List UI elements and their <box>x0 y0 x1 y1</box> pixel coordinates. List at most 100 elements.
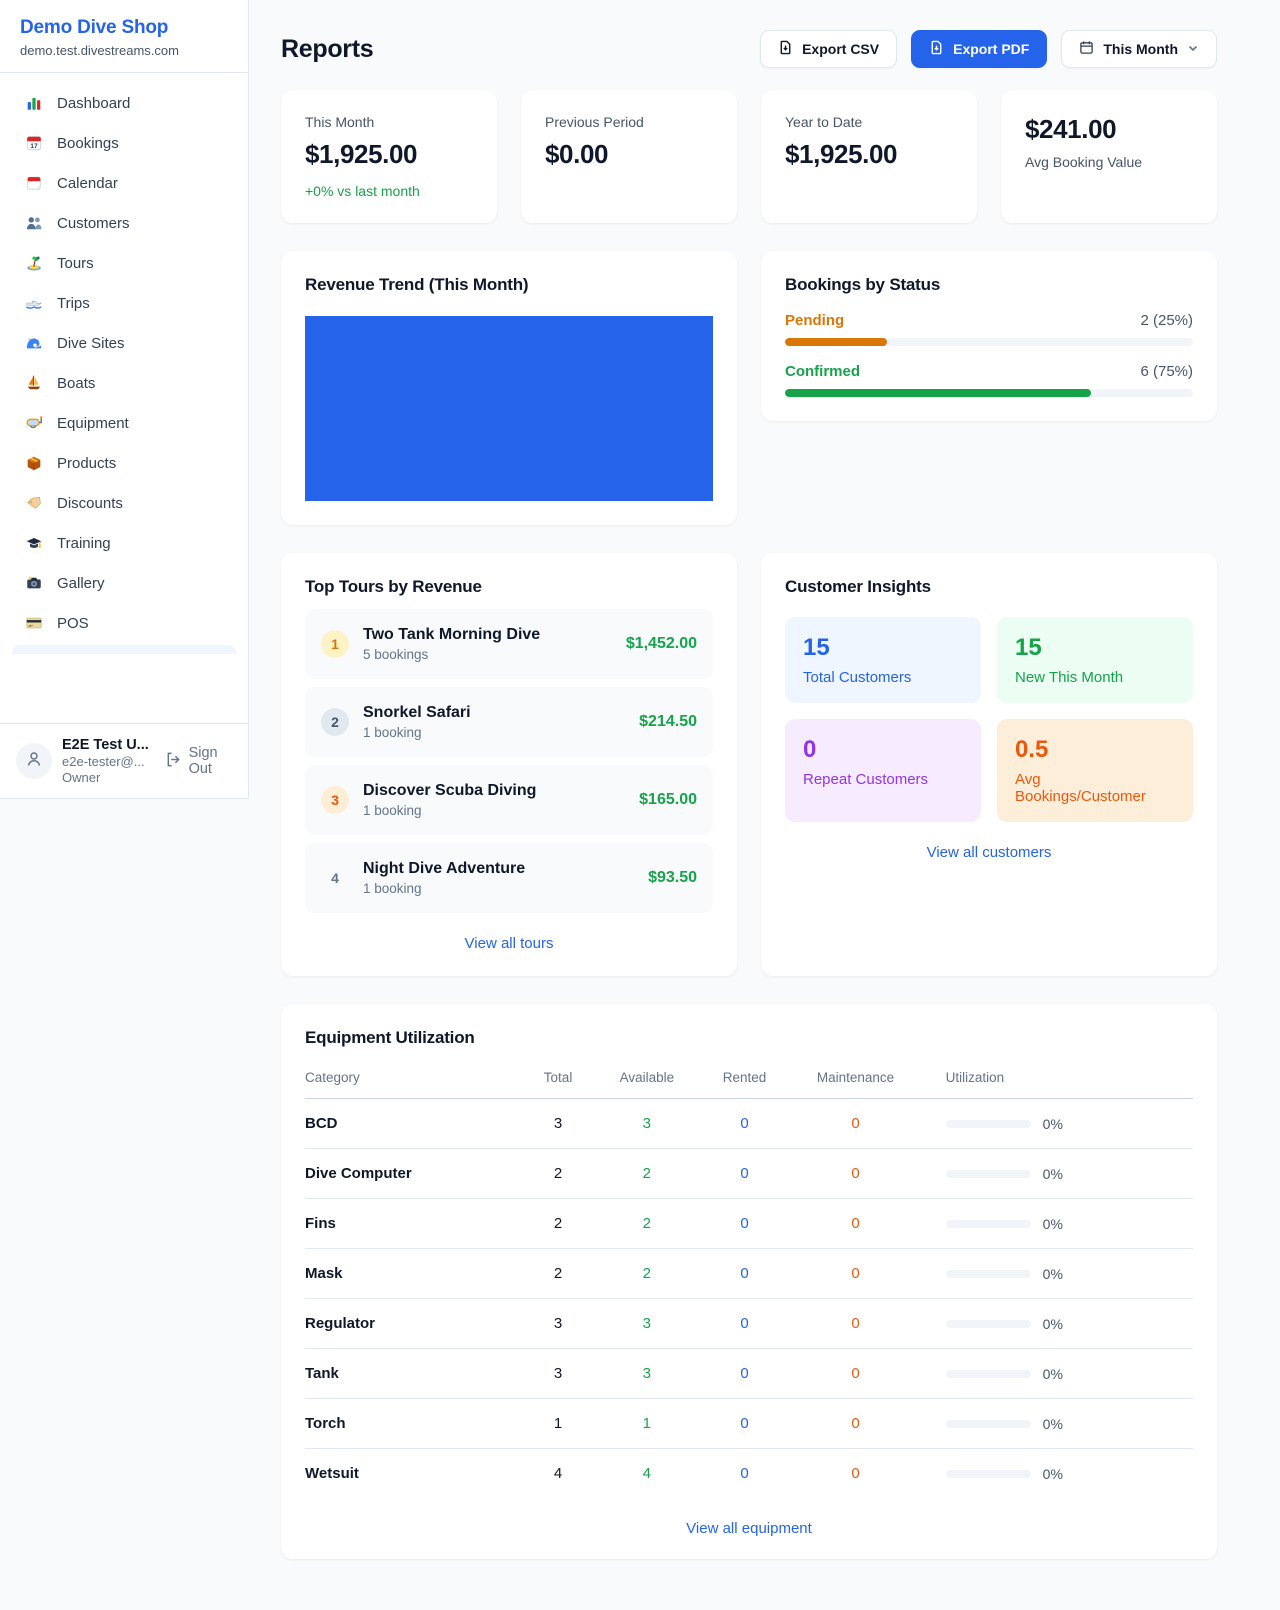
view-all-tours-link[interactable]: View all tours <box>464 935 554 952</box>
cell-available: 1 <box>598 1398 696 1449</box>
sidebar-item-products[interactable]: Products <box>12 443 236 483</box>
tour-bookings: 1 booking <box>363 803 422 818</box>
table-row: Fins 2 2 0 0 0% <box>305 1198 1193 1249</box>
tour-bookings: 5 bookings <box>363 647 429 662</box>
stats-row: This Month $1,925.00 +0% vs last month P… <box>281 90 1217 223</box>
sidebar-item-boats[interactable]: Boats <box>12 363 236 403</box>
sign-out-button[interactable]: Sign Out <box>165 745 232 777</box>
stat-card-year-to-date: Year to Date $1,925.00 <box>761 90 977 223</box>
insight-label: New This Month <box>1015 669 1124 686</box>
user-role: Owner <box>62 770 101 785</box>
sidebar-item-label: Tours <box>57 254 94 272</box>
tour-list: 1 Two Tank Morning Dive 5 bookings $1,45… <box>305 609 713 913</box>
stat-value: $0.00 <box>545 139 609 169</box>
sidebar-item-trips[interactable]: Trips <box>12 283 236 323</box>
cell-maintenance: 0 <box>793 1248 918 1299</box>
calendar-icon <box>1079 40 1094 58</box>
graduation-cap-icon <box>24 533 44 553</box>
cell-total: 1 <box>518 1398 599 1449</box>
utilization-bar <box>945 1219 1031 1228</box>
shop-domain: demo.test.divestreams.com <box>20 43 179 58</box>
sidebar-item-pos[interactable]: POS <box>12 603 236 643</box>
sidebar-item-label: Products <box>57 454 117 472</box>
user-email: e2e-tester@... <box>62 754 145 769</box>
export-csv-button[interactable]: Export CSV <box>760 30 898 68</box>
period-label: This Month <box>1103 41 1178 57</box>
period-selector[interactable]: This Month <box>1061 30 1217 68</box>
cell-total: 3 <box>518 1298 599 1349</box>
sidebar-nav: Dashboard 17 Bookings Calendar Customers… <box>0 73 248 723</box>
cell-available: 2 <box>598 1198 696 1249</box>
sidebar-item-bookings[interactable]: 17 Bookings <box>12 123 236 163</box>
utilization-pct: 0% <box>1042 1415 1063 1432</box>
stat-value: $1,925.00 <box>305 139 418 169</box>
status-bar-fill <box>785 389 1091 397</box>
tour-name: Two Tank Morning Dive <box>363 626 541 643</box>
top-tours-title: Top Tours by Revenue <box>305 577 482 596</box>
insight-value: 0 <box>803 736 817 763</box>
table-row: Regulator 3 3 0 0 0% <box>305 1298 1193 1349</box>
col-category: Category <box>305 1062 519 1099</box>
sidebar-active-item-partial[interactable] <box>12 645 236 654</box>
sidebar-item-equipment[interactable]: Equipment <box>12 403 236 443</box>
stat-label: Previous Period <box>545 114 644 130</box>
package-icon <box>24 453 44 473</box>
status-count: 6 (75%) <box>1140 363 1193 380</box>
cell-category: Torch <box>305 1398 519 1449</box>
utilization-bar <box>945 1169 1031 1178</box>
sidebar-item-dashboard[interactable]: Dashboard <box>12 83 236 123</box>
status-label: Pending <box>785 312 845 329</box>
dive-mask-icon <box>24 413 44 433</box>
bookings-by-status-title: Bookings by Status <box>785 275 941 294</box>
wave-icon <box>24 333 44 353</box>
sidebar-item-training[interactable]: Training <box>12 523 236 563</box>
customer-insights-card: Customer Insights 15 Total Customers 15 … <box>761 553 1217 976</box>
equipment-table: Category Total Available Rented Maintena… <box>305 1062 1193 1498</box>
table-row: Wetsuit 4 4 0 0 0% <box>305 1449 1193 1499</box>
bar-chart-icon <box>24 93 44 113</box>
sidebar-item-discounts[interactable]: Discounts <box>12 483 236 523</box>
island-icon <box>24 253 44 273</box>
user-name: E2E Test U... <box>62 737 149 753</box>
sidebar-item-label: Customers <box>57 214 130 232</box>
utilization-pct: 0% <box>1042 1265 1063 1282</box>
user-section: E2E Test U... e2e-tester@... Owner Sign … <box>0 723 248 798</box>
sidebar-item-tours[interactable]: Tours <box>12 243 236 283</box>
rank-badge: 2 <box>321 708 349 736</box>
person-icon <box>24 749 44 774</box>
insight-tile-avg-bookings: 0.5 Avg Bookings/Customer <box>997 719 1193 822</box>
col-utilization: Utilization <box>917 1062 1193 1099</box>
page-title: Reports <box>281 34 374 63</box>
status-bar-track <box>785 389 1193 397</box>
sidebar-item-gallery[interactable]: Gallery <box>12 563 236 603</box>
sidebar-item-customers[interactable]: Customers <box>12 203 236 243</box>
page-header: Reports Export CSV Export PDF This Month <box>281 30 1217 68</box>
cell-rented: 0 <box>695 1298 794 1349</box>
table-row: Tank 3 3 0 0 0% <box>305 1348 1193 1399</box>
cell-total: 2 <box>518 1148 599 1199</box>
tour-row: 4 Night Dive Adventure 1 booking $93.50 <box>305 843 713 913</box>
utilization-bar <box>945 1469 1031 1478</box>
rank-badge: 1 <box>321 630 349 658</box>
cell-rented: 0 <box>695 1398 794 1449</box>
stat-label: Avg Booking Value <box>1025 154 1143 170</box>
cell-rented: 0 <box>695 1148 794 1199</box>
view-all-customers-link[interactable]: View all customers <box>926 844 1052 861</box>
table-row: BCD 3 3 0 0 0% <box>305 1098 1193 1149</box>
status-label: Confirmed <box>785 363 860 380</box>
insight-tile-new-this-month: 15 New This Month <box>997 617 1193 703</box>
tour-row: 1 Two Tank Morning Dive 5 bookings $1,45… <box>305 609 713 679</box>
view-all-equipment-link[interactable]: View all equipment <box>686 1520 812 1537</box>
sidebar-item-calendar[interactable]: Calendar <box>12 163 236 203</box>
sidebar: Demo Dive Shop demo.test.divestreams.com… <box>0 0 249 799</box>
cell-maintenance: 0 <box>793 1098 918 1149</box>
sign-out-label: Sign Out <box>188 745 218 777</box>
export-pdf-button[interactable]: Export PDF <box>911 30 1048 68</box>
tour-row: 3 Discover Scuba Diving 1 booking $165.0… <box>305 765 713 835</box>
sidebar-item-label: Calendar <box>57 174 118 192</box>
sidebar-item-label: Dashboard <box>57 94 131 112</box>
status-row-confirmed: Confirmed 6 (75%) <box>785 363 1193 397</box>
table-header-row: Category Total Available Rented Maintena… <box>305 1062 1193 1099</box>
sidebar-item-dive-sites[interactable]: Dive Sites <box>12 323 236 363</box>
cell-rented: 0 <box>695 1098 794 1149</box>
